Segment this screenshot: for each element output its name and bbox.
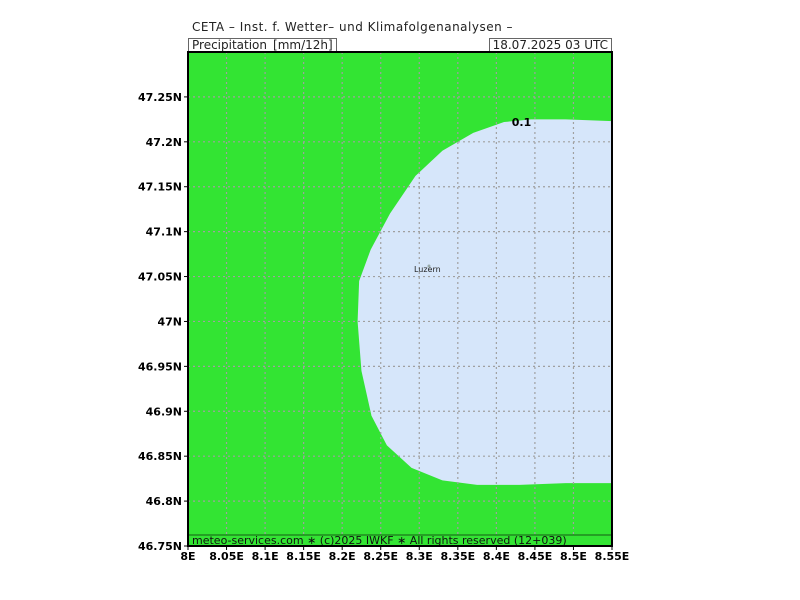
latitude-axis: 46.75N 46.8N 46.85N 46.9N 46.95N 47N 47.05N 47.… [138, 91, 188, 553]
lon-tick-label: 8.25E [363, 550, 398, 563]
lat-tick-label: 47.25N [138, 91, 182, 104]
lon-tick-label: 8.35E [440, 550, 475, 563]
lon-tick-label: 8.3E [406, 550, 433, 563]
valid-time-label: 18.07.2025 03 UTC [488, 38, 612, 52]
lat-tick-label: 46.75N [138, 540, 182, 553]
map-frame [187, 51, 613, 547]
contour-label: 0.1 [512, 116, 532, 129]
longitude-axis: 8E 8.05E 8.1E 8.15E 8.2E 8.25E 8.3E 8.35E 8.4E 8.… [180, 546, 629, 563]
lat-tick-label: 47N [157, 315, 182, 328]
lat-tick-label: 47.1N [146, 226, 182, 239]
map-title: CETA – Inst. f. Wetter– und Klimafolgena… [192, 20, 514, 34]
dry-region [357, 119, 612, 485]
lat-tick-label: 46.8N [146, 495, 182, 508]
lon-tick-label: 8.05E [209, 550, 244, 563]
lat-tick-label: 47.2N [146, 136, 182, 149]
lat-tick-label: 46.85N [138, 450, 182, 463]
lon-tick-label: 8.5E [560, 550, 587, 563]
lon-tick-label: 8.2E [329, 550, 356, 563]
parameter-label: Precipitation_[mm/12h] [188, 38, 337, 52]
copyright-footer: meteo-services.com ∗ (c)2025 IWKF ∗ All … [192, 534, 567, 547]
lon-tick-label: 8.1E [252, 550, 279, 563]
city-label-luzern: Luzern [414, 265, 441, 274]
lat-tick-label: 47.05N [138, 271, 182, 284]
lat-tick-label: 46.9N [146, 405, 182, 418]
lon-tick-label: 8.15E [286, 550, 321, 563]
lon-tick-label: 8.55E [595, 550, 630, 563]
lat-tick-label: 46.95N [138, 360, 182, 373]
subtitle-row: Precipitation_[mm/12h] 18.07.2025 03 UTC [188, 38, 612, 52]
grid-lines [188, 52, 612, 546]
lon-tick-label: 8E [180, 550, 195, 563]
lon-tick-label: 8.4E [483, 550, 510, 563]
city-marker [427, 264, 431, 268]
lat-tick-label: 47.15N [138, 181, 182, 194]
lon-tick-label: 8.45E [518, 550, 553, 563]
